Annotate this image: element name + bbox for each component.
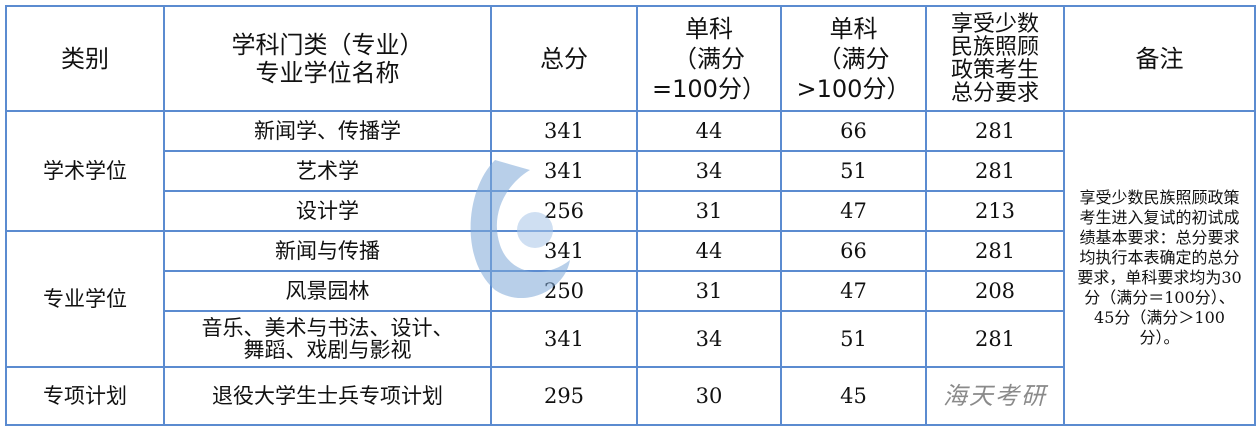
category-cell: 专项计划 [5,366,165,426]
minority-cell: 281 [925,150,1065,192]
minority-cell: 208 [925,270,1065,312]
total-cell: 295 [490,366,638,426]
subject-cell: 音乐、美术与书法、设计、 舞蹈、戏剧与影视 [163,310,492,368]
header-note: 备注 [1063,5,1256,112]
header-row: 类别 学科门类（专业） 专业学位名称 总分 单科 （满分 =100分） 单科 （… [5,5,1256,112]
single-100-cell: 31 [636,270,782,312]
table-row: 专业学位 新闻与传播 341 44 66 281 [5,230,1255,368]
single-100-cell: 34 [636,150,782,192]
total-cell: 250 [490,270,638,312]
header-category: 类别 [5,5,165,112]
table-row: 音乐、美术与书法、设计、 舞蹈、戏剧与影视 341 34 51 281 [6,310,1255,368]
subject-cell: 退役大学生士兵专项计划 [163,366,492,426]
single-100-cell: 44 [636,230,782,272]
header-minority: 享受少数 民族照顾 政策考生 总分要求 [925,5,1065,112]
single-gt100-cell: 47 [780,190,927,232]
minority-cell: 281 [925,310,1065,368]
score-table: 类别 学科门类（专业） 专业学位名称 总分 单科 （满分 =100分） 单科 （… [5,5,1256,426]
subject-cell: 新闻与传播 [163,230,492,272]
subject-cell: 新闻学、传播学 [163,110,492,152]
category-cell: 学术学位 [5,110,165,232]
watermark: 海天考研 [943,381,1047,410]
header-single-gt100: 单科 （满分 >100分） [780,5,927,112]
subject-cell: 艺术学 [163,150,492,192]
single-gt100-cell: 66 [780,230,927,272]
table-row: 专项计划 退役大学生士兵专项计划 295 30 45 海天考研 [5,366,1255,426]
single-gt100-cell: 51 [780,150,927,192]
single-gt100-cell: 47 [780,270,927,312]
single-gt100-cell: 66 [780,110,927,152]
subject-cell: 风景园林 [163,270,492,312]
single-gt100-cell: 45 [780,366,927,426]
subject-cell: 设计学 [163,190,492,232]
note-cell: 享受少数民族照顾政策考生进入复试的初试成绩基本要求：总分要求均执行本表确定的总分… [1063,110,1256,426]
single-100-cell: 44 [636,110,782,152]
table-row: 风景园林 250 31 47 208 [6,270,1255,312]
minority-cell: 213 [925,190,1065,232]
total-cell: 341 [490,310,638,368]
total-cell: 341 [490,110,638,152]
category-cell: 专业学位 [5,230,165,368]
total-cell: 341 [490,150,638,192]
single-100-cell: 34 [636,310,782,368]
single-100-cell: 31 [636,190,782,232]
minority-cell: 281 [925,230,1065,272]
minority-cell: 281 [925,110,1065,152]
total-cell: 256 [490,190,638,232]
single-100-cell: 30 [636,366,782,426]
header-subject: 学科门类（专业） 专业学位名称 [163,5,492,112]
header-total: 总分 [490,5,638,112]
minority-cell: 海天考研 [925,366,1065,426]
total-cell: 341 [490,230,638,272]
header-single-100: 单科 （满分 =100分） [636,5,782,112]
single-gt100-cell: 51 [780,310,927,368]
table-row: 学术学位 新闻学、传播学 341 44 66 281 享受少数民族照顾政策考生进… [5,110,1256,426]
